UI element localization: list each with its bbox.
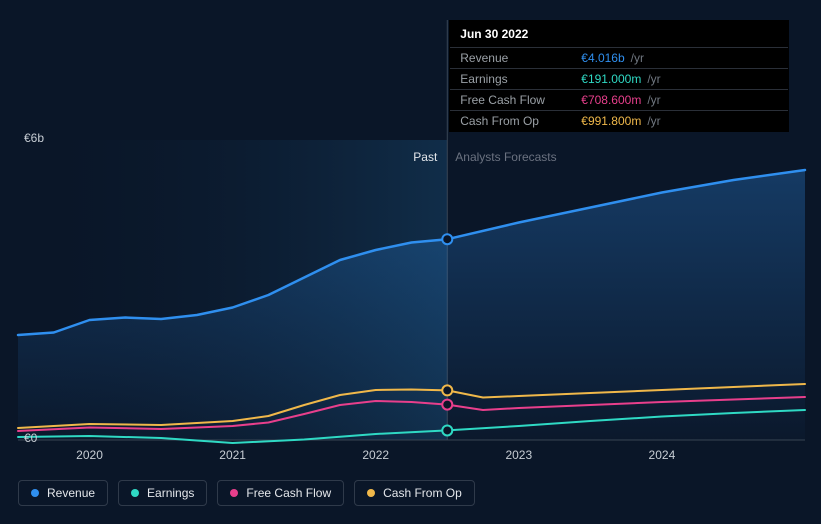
legend-dot-icon <box>367 489 375 497</box>
legend-label: Revenue <box>47 486 95 500</box>
tooltip-value: €991.800m <box>581 114 641 128</box>
tooltip-label: Revenue <box>460 51 575 65</box>
tooltip-label: Cash From Op <box>460 114 575 128</box>
x-tick-label: 2020 <box>76 448 103 462</box>
legend-item-cfo[interactable]: Cash From Op <box>354 480 475 506</box>
past-label: Past <box>413 150 437 164</box>
legend: Revenue Earnings Free Cash Flow Cash From O… <box>18 480 475 506</box>
legend-dot-icon <box>131 489 139 497</box>
legend-item-revenue[interactable]: Revenue <box>18 480 108 506</box>
legend-label: Earnings <box>147 486 194 500</box>
legend-label: Free Cash Flow <box>246 486 331 500</box>
legend-item-earnings[interactable]: Earnings <box>118 480 207 506</box>
legend-item-fcf[interactable]: Free Cash Flow <box>217 480 344 506</box>
tooltip-row-revenue: Revenue €4.016b/yr <box>450 47 788 68</box>
hover-marker-earnings <box>442 425 452 435</box>
tooltip-unit: /yr <box>647 114 660 128</box>
x-tick-label: 2024 <box>649 448 676 462</box>
tooltip-unit: /yr <box>647 93 660 107</box>
legend-dot-icon <box>31 489 39 497</box>
x-tick-label: 2022 <box>362 448 389 462</box>
x-tick-label: 2023 <box>505 448 532 462</box>
tooltip-row-earnings: Earnings €191.000m/yr <box>450 68 788 89</box>
financial-forecast-chart: €6b €0 Past Analysts Forecasts 2020 2021 20… <box>0 0 821 524</box>
hover-marker-fcf <box>442 400 452 410</box>
forecast-label: Analysts Forecasts <box>455 150 556 164</box>
legend-label: Cash From Op <box>383 486 462 500</box>
tooltip-value: €4.016b <box>581 51 624 65</box>
y-tick-label: €0 <box>24 431 37 445</box>
legend-dot-icon <box>230 489 238 497</box>
tooltip-date: Jun 30 2022 <box>450 21 788 47</box>
tooltip-unit: /yr <box>631 51 644 65</box>
hover-marker-revenue <box>442 234 452 244</box>
tooltip-value: €708.600m <box>581 93 641 107</box>
y-tick-label: €6b <box>24 131 44 145</box>
x-tick-label: 2021 <box>219 448 246 462</box>
tooltip-label: Earnings <box>460 72 575 86</box>
tooltip-label: Free Cash Flow <box>460 93 575 107</box>
tooltip-unit: /yr <box>647 72 660 86</box>
hover-marker-cfo <box>442 385 452 395</box>
tooltip-row-cfo: Cash From Op €991.800m/yr <box>450 110 788 131</box>
hover-tooltip: Jun 30 2022 Revenue €4.016b/yr Earnings €19… <box>449 20 789 132</box>
tooltip-value: €191.000m <box>581 72 641 86</box>
tooltip-row-fcf: Free Cash Flow €708.600m/yr <box>450 89 788 110</box>
